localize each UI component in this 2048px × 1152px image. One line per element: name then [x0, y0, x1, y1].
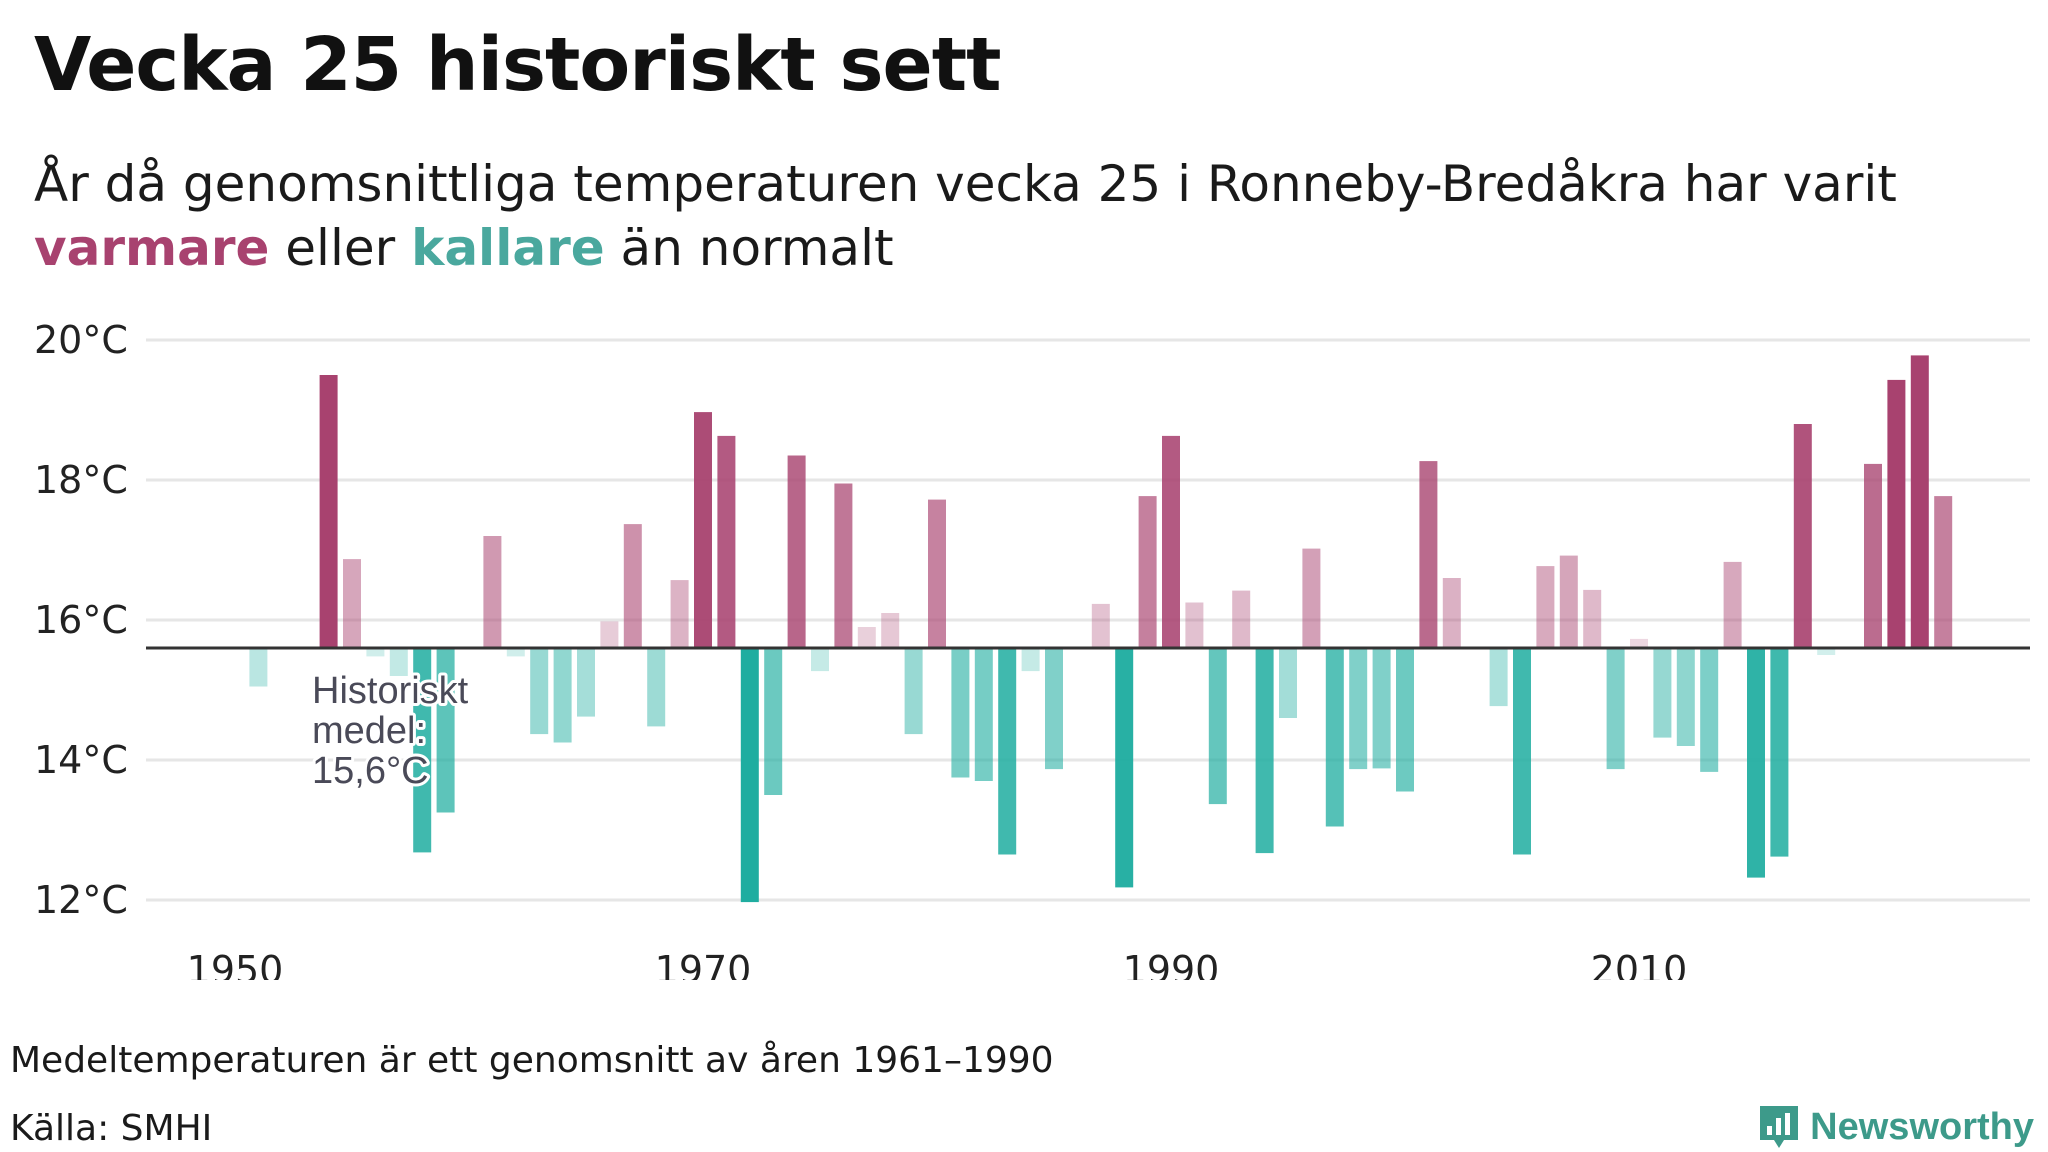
- chart-title: Vecka 25 historiskt sett: [34, 22, 1001, 108]
- bar-1962: [506, 648, 525, 657]
- bars: [249, 355, 1953, 903]
- brand-logo[interactable]: Newsworthy: [1758, 1104, 2034, 1150]
- bar-1996: [1302, 548, 1321, 648]
- subtitle-middle: eller: [269, 219, 412, 277]
- bar-2021: [1887, 379, 1906, 648]
- bar-1982: [974, 648, 993, 781]
- y-axis-labels: 12°C 14°C 16°C 18°C 20°C: [34, 318, 128, 922]
- bar-1967: [623, 524, 642, 648]
- bar-2011: [1653, 648, 1672, 738]
- bar-2008: [1583, 589, 1602, 648]
- chart-subtitle: År då genomsnittliga temperaturen vecka …: [34, 152, 1984, 280]
- annotation-line-1: Historiskt: [312, 670, 469, 712]
- brand-name: Newsworthy: [1810, 1105, 2034, 1148]
- bar-2004: [1489, 648, 1508, 707]
- bar-1991: [1185, 602, 1204, 648]
- bar-1955: [343, 559, 361, 648]
- bar-2006: [1536, 566, 1555, 648]
- bar-1959: [436, 648, 455, 813]
- bar-2002: [1442, 578, 1461, 648]
- bar-2018: [1817, 648, 1836, 655]
- y-tick-label: 20°C: [34, 318, 128, 362]
- baseline-annotation: Historiskt medel: 15,6°C: [312, 670, 479, 792]
- bar-1984: [1021, 648, 1040, 672]
- bar-1969: [670, 580, 689, 648]
- y-tick-label: 14°C: [34, 738, 128, 782]
- bar-1990: [1162, 435, 1180, 648]
- bar-1966: [600, 621, 619, 648]
- bar-2012: [1676, 648, 1695, 746]
- bar-1988: [1115, 648, 1134, 888]
- bar-1956: [366, 648, 385, 657]
- bar-1999: [1372, 648, 1391, 769]
- bar-1963: [530, 648, 549, 735]
- bar-1993: [1232, 590, 1251, 648]
- x-axis-labels: 1950 1970 1990 2010: [187, 948, 1688, 980]
- bar-1975: [811, 648, 829, 672]
- bar-2013: [1700, 648, 1719, 772]
- subtitle-warm-word: varmare: [34, 219, 270, 277]
- bar-2016: [1770, 648, 1789, 857]
- x-tick-label: 1990: [1123, 948, 1220, 980]
- bar-1976: [834, 483, 853, 648]
- bar-1970: [694, 412, 712, 648]
- bar-1994: [1255, 648, 1274, 854]
- bar-1971: [717, 435, 736, 648]
- bar-1972: [740, 648, 759, 903]
- bar-1973: [764, 648, 783, 795]
- bar-1965: [577, 648, 595, 717]
- y-tick-label: 18°C: [34, 458, 128, 502]
- bar-1958: [413, 648, 432, 853]
- bar-1989: [1138, 496, 1157, 648]
- source-credit: Källa: SMHI: [10, 1108, 213, 1149]
- bar-1985: [1045, 648, 1063, 770]
- subtitle-cold-word: kallare: [411, 219, 605, 277]
- x-tick-label: 1970: [655, 948, 752, 980]
- bar-1951: [249, 648, 268, 687]
- y-tick-label: 12°C: [34, 878, 128, 922]
- bar-1979: [904, 648, 923, 735]
- bar-2023: [1934, 496, 1953, 648]
- bar-1954: [319, 375, 338, 648]
- bar-1977: [857, 627, 876, 648]
- bar-1978: [881, 613, 900, 648]
- bar-1983: [998, 648, 1017, 855]
- temperature-bar-chart: 12°C 14°C 16°C 18°C 20°C Historiskt medel: 1…: [34, 318, 2030, 980]
- bar-2007: [1559, 555, 1578, 648]
- bar-1980: [928, 499, 946, 648]
- bar-1957: [389, 648, 408, 676]
- bar-2022: [1910, 355, 1929, 648]
- subtitle-prefix: År då genomsnittliga temperaturen vecka …: [34, 155, 1897, 213]
- bar-2014: [1723, 561, 1742, 648]
- bar-1961: [483, 536, 502, 648]
- bar-1964: [553, 648, 572, 743]
- bar-1992: [1208, 648, 1227, 805]
- footnote: Medeltemperaturen är ett genomsnitt av å…: [10, 1040, 1054, 1081]
- bar-2017: [1793, 424, 1812, 648]
- annotation-line-2: medel:: [312, 710, 426, 752]
- bar-2000: [1396, 648, 1414, 792]
- bar-1974: [787, 455, 806, 648]
- annotation-line-3: 15,6°C: [312, 750, 429, 792]
- subtitle-suffix: än normalt: [604, 219, 894, 277]
- bar-2010: [1630, 638, 1648, 648]
- x-tick-label: 2010: [1591, 948, 1688, 980]
- newsworthy-logo-icon: [1760, 1106, 1799, 1148]
- bar-2001: [1419, 461, 1438, 648]
- bar-2015: [1747, 648, 1765, 878]
- bar-2005: [1513, 648, 1531, 855]
- bar-1987: [1091, 603, 1110, 648]
- bar-2009: [1606, 648, 1625, 770]
- bar-1998: [1349, 648, 1368, 770]
- bar-1968: [647, 648, 666, 727]
- x-tick-label: 1950: [187, 948, 284, 980]
- bar-1997: [1325, 648, 1344, 827]
- y-tick-label: 16°C: [34, 598, 128, 642]
- bar-1995: [1279, 648, 1297, 718]
- bar-2020: [1864, 463, 1882, 648]
- bar-1981: [951, 648, 970, 778]
